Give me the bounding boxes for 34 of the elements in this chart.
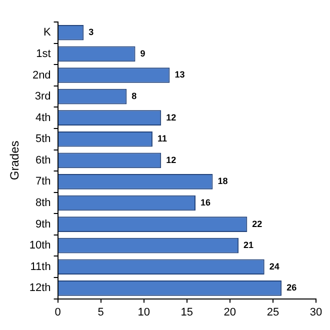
data-label: 21 — [244, 240, 254, 250]
data-label: 12 — [166, 112, 176, 122]
data-label: 26 — [286, 282, 297, 293]
data-label: 12 — [166, 154, 176, 165]
y-tick-label: 8th — [36, 197, 51, 210]
y-tick-label: 11th — [30, 260, 51, 273]
data-label: 11 — [157, 134, 167, 144]
x-tick-label: 5 — [98, 306, 104, 318]
data-label: 9 — [140, 48, 146, 58]
data-label: 8 — [132, 91, 137, 102]
data-label: 3 — [88, 27, 94, 38]
x-tick-label: 10 — [138, 306, 150, 318]
data-label: 22 — [252, 218, 262, 229]
y-tick-label: 6th — [36, 154, 51, 166]
y-tick-label: 4th — [36, 112, 51, 124]
x-tick-label: 25 — [266, 306, 280, 318]
data-label: 16 — [200, 197, 211, 208]
data-label: 24 — [269, 261, 280, 272]
y-axis-title: Grades — [8, 140, 22, 180]
y-tick-label: K — [43, 26, 52, 39]
x-tick-label: 0 — [54, 306, 61, 318]
y-tick-label: 1st — [36, 48, 51, 60]
y-tick-label: 3rd — [34, 90, 51, 103]
y-tick-label: 2nd — [32, 69, 51, 82]
y-tick-label: 10th — [29, 240, 51, 252]
x-tick-label: 30 — [310, 306, 322, 318]
x-tick-label: 20 — [224, 306, 236, 318]
y-tick-label: 5th — [36, 133, 51, 146]
x-tick-label: 15 — [180, 306, 194, 318]
data-label: 13 — [174, 70, 185, 80]
y-tick-label: 9th — [36, 218, 51, 230]
y-tick-label: 12th — [29, 282, 51, 294]
y-tick-label: 7th — [36, 176, 51, 188]
data-label: 18 — [218, 176, 228, 186]
